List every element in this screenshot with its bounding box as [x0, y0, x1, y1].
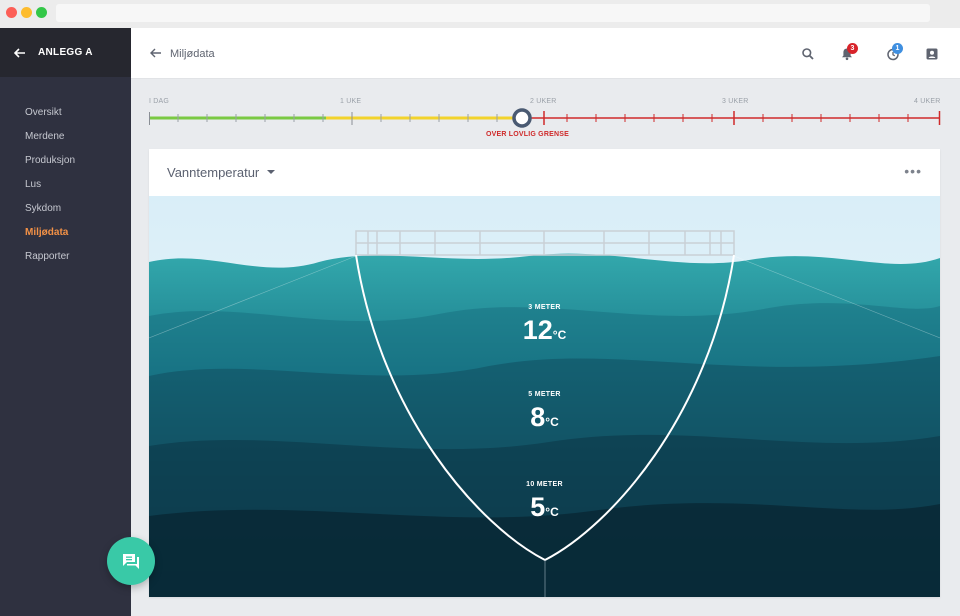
more-options-icon[interactable]: ••• — [904, 163, 922, 179]
timeline: I DAG 1 UKE 2 UKER 3 UKER 4 UKER OVE — [149, 94, 941, 142]
sidebar-item-sykdom[interactable]: Sykdom — [25, 203, 62, 214]
depth-label: 5 METER — [528, 391, 561, 398]
timeline-label-week-1: 1 UKE — [340, 98, 362, 105]
chat-button[interactable] — [107, 537, 155, 585]
sidebar-item-merdene[interactable]: Merdene — [25, 131, 65, 142]
sidebar-item-produksjon[interactable]: Produksjon — [25, 155, 76, 166]
timeline-label-week-2: 2 UKER — [530, 98, 557, 105]
sidebar-header: ANLEGG A — [0, 28, 131, 77]
window-close-button[interactable] — [6, 7, 17, 18]
sidebar: ANLEGG A Oversikt Merdene Produksjon Lus… — [0, 28, 131, 616]
card-header: Vanntemperatur ••• — [149, 149, 940, 196]
sidebar-item-rapporter[interactable]: Rapporter — [25, 251, 70, 262]
temperature-unit: °C — [552, 328, 567, 342]
site-name: ANLEGG A — [38, 47, 93, 58]
temperature-value: 12 — [522, 315, 553, 345]
depth-reading-3m: 3 METER 12°C — [149, 304, 940, 346]
sidebar-item-oversikt[interactable]: Oversikt — [25, 107, 62, 118]
address-bar[interactable] — [56, 4, 930, 22]
temperature-value: 5 — [530, 492, 546, 522]
top-bar: Miljødata 3 1 — [131, 28, 960, 79]
chevron-down-icon[interactable] — [267, 170, 275, 174]
notifications-badge: 3 — [847, 43, 858, 54]
depth-label: 3 METER — [528, 304, 561, 311]
depth-label: 10 METER — [526, 481, 563, 488]
timeline-label-week-4: 4 UKER — [914, 98, 941, 105]
temperature-unit: °C — [545, 415, 559, 429]
profile-icon[interactable] — [925, 47, 939, 61]
water-scene: 3 METER 12°C 5 METER 8°C 10 METER 5°C — [149, 196, 940, 597]
timeline-warning: OVER LOVLIG GRENSE — [486, 131, 569, 138]
chat-icon — [123, 554, 139, 569]
temperature-unit: °C — [545, 505, 559, 519]
sidebar-item-miljodata[interactable]: Miljødata — [25, 227, 69, 238]
back-arrow-icon[interactable] — [13, 45, 26, 61]
sea-illustration — [149, 196, 940, 597]
browser-chrome — [0, 0, 960, 28]
temperature-card: Vanntemperatur ••• — [149, 149, 940, 597]
window-maximize-button[interactable] — [36, 7, 47, 18]
timeline-track[interactable] — [149, 94, 941, 134]
search-icon[interactable] — [801, 47, 815, 61]
depth-reading-10m: 10 METER 5°C — [149, 481, 940, 523]
timeline-label-week-3: 3 UKER — [722, 98, 749, 105]
depth-reading-5m: 5 METER 8°C — [149, 391, 940, 433]
timeline-slider-handle[interactable] — [512, 108, 532, 128]
metric-dropdown[interactable]: Vanntemperatur — [167, 165, 260, 180]
page-title: Miljødata — [170, 48, 215, 60]
timeline-label-today: I DAG — [149, 98, 170, 105]
back-arrow-icon[interactable] — [150, 46, 162, 61]
history-badge: 1 — [892, 43, 903, 54]
window-minimize-button[interactable] — [21, 7, 32, 18]
sidebar-nav: Oversikt Merdene Produksjon Lus Sykdom M… — [0, 101, 131, 269]
sidebar-item-lus[interactable]: Lus — [25, 179, 42, 190]
temperature-value: 8 — [530, 402, 546, 432]
